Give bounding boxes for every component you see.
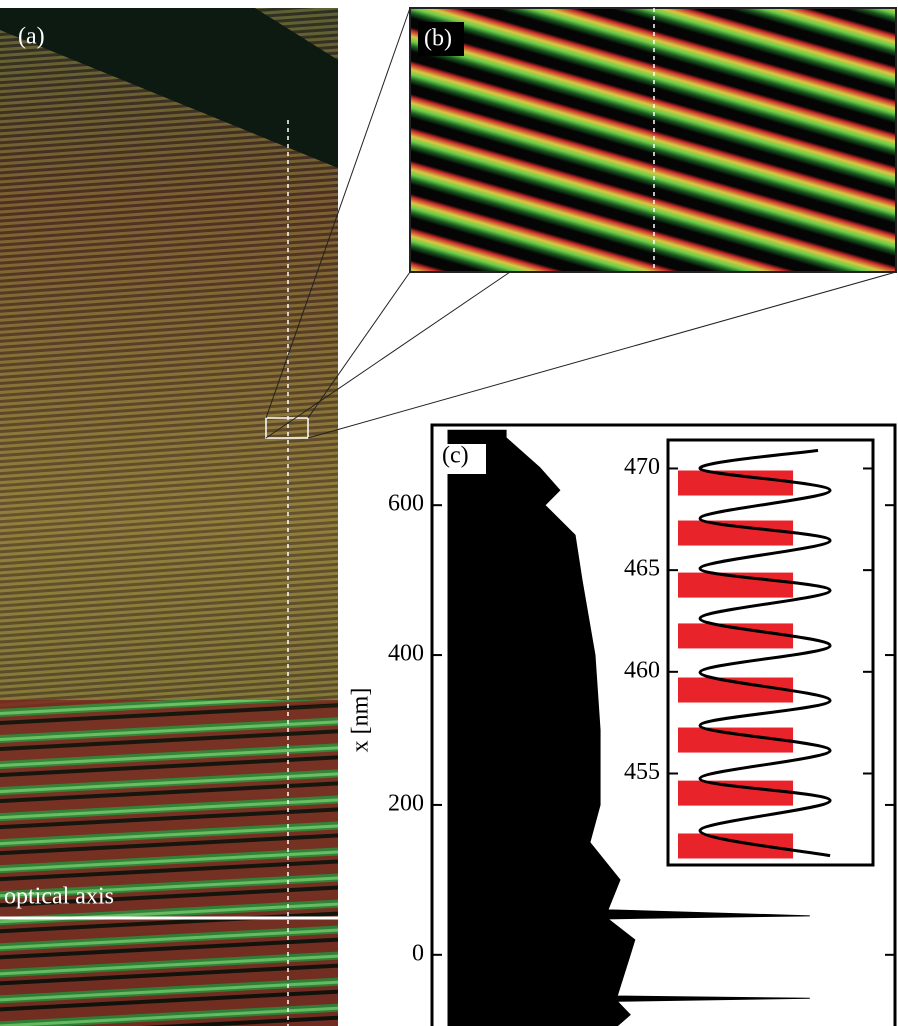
y-axis-label: x [nm] xyxy=(348,688,374,753)
y-tick-label: 600 xyxy=(388,491,424,517)
panel-label: (c) xyxy=(442,443,469,469)
y-tick-label: 0 xyxy=(412,940,424,966)
y-tick-label: 470 xyxy=(624,454,660,480)
y-tick-label: 200 xyxy=(388,790,424,816)
y-tick-label: 465 xyxy=(624,556,660,582)
y-tick-label: 455 xyxy=(624,759,660,785)
bar xyxy=(678,781,793,806)
y-tick-label: 460 xyxy=(624,657,660,683)
axis-label: optical axis xyxy=(4,884,114,910)
figure: (a) optical axis (b) 0 200 400 600 (c) x [n… xyxy=(0,0,898,1026)
panel-b-image xyxy=(410,8,896,272)
bar xyxy=(678,833,793,858)
y-tick-label: 400 xyxy=(388,641,424,667)
panel-label: (a) xyxy=(18,24,45,50)
panel-label: (b) xyxy=(424,26,452,52)
bar xyxy=(678,521,793,546)
